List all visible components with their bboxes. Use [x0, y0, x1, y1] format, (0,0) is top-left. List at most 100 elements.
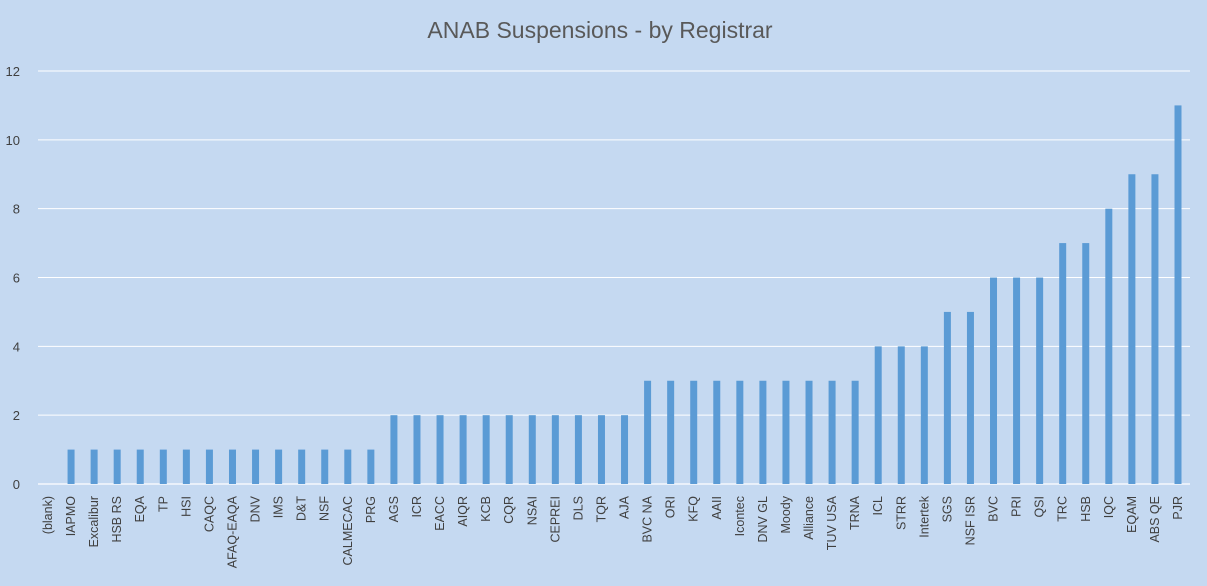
x-tick-label: BVC [987, 496, 1001, 522]
x-tick-label: HSI [179, 496, 193, 517]
bar [943, 311, 951, 484]
grid-lines [38, 70, 1190, 485]
x-tick-label: Intertek [917, 495, 931, 537]
bar [67, 449, 75, 484]
y-tick-label: 0 [13, 477, 20, 492]
x-tick-label: KFQ [687, 496, 701, 522]
x-tick-label: Icontec [733, 496, 747, 536]
bar [182, 449, 190, 484]
x-tick-label: ICL [871, 496, 885, 516]
bar [920, 346, 928, 484]
x-tick-label: TRC [1056, 496, 1070, 522]
x-tick-label: Alliance [802, 496, 816, 540]
bar [782, 380, 790, 484]
bar [874, 346, 882, 484]
bar [897, 346, 905, 484]
bar [275, 449, 283, 484]
bar [459, 415, 467, 484]
bar [644, 380, 652, 484]
bar [1082, 243, 1090, 484]
bar [1013, 277, 1021, 484]
x-tick-label: CAQC [202, 496, 216, 532]
x-tick-label: KCB [479, 496, 493, 522]
bar [667, 380, 675, 484]
bar [597, 415, 605, 484]
bar [805, 380, 813, 484]
y-tick-label: 12 [6, 64, 20, 79]
bar [1174, 105, 1182, 485]
y-tick-label: 4 [13, 339, 20, 354]
y-tick-label: 2 [13, 408, 20, 423]
x-tick-label: IAPMO [64, 496, 78, 537]
bar [690, 380, 698, 484]
x-tick-label: HSB [1079, 496, 1093, 522]
x-tick-label: IMS [272, 496, 286, 518]
x-tick-label: Moody [779, 495, 793, 533]
x-tick-label: EQAM [1125, 496, 1139, 533]
bar [228, 449, 236, 484]
x-tick-label: CQR [502, 496, 516, 524]
bars [67, 105, 1182, 485]
bar [505, 415, 513, 484]
x-tick-label: EQA [133, 495, 147, 522]
bar [828, 380, 836, 484]
x-tick-label: TP [156, 496, 170, 512]
x-tick-label: NSF [318, 496, 332, 521]
x-tick-label: Excalibur [87, 496, 101, 547]
x-tick-label: STRR [894, 496, 908, 530]
x-tick-label: CALMECAC [341, 496, 355, 565]
bar [551, 415, 559, 484]
x-tick-label: PRI [1010, 496, 1024, 517]
bar [966, 311, 974, 484]
bar [736, 380, 744, 484]
x-tick-label: AAII [710, 496, 724, 520]
bar [1128, 174, 1136, 484]
x-tick-label: (blank) [41, 496, 55, 534]
x-tick-label: EACC [433, 496, 447, 531]
bar [574, 415, 582, 484]
x-tick-label: AGS [387, 496, 401, 522]
bar [1036, 277, 1044, 484]
x-tick-label: PJR [1171, 496, 1185, 520]
bar [1105, 208, 1113, 484]
bar [990, 277, 998, 484]
bar [528, 415, 536, 484]
bar [851, 380, 859, 484]
bar [436, 415, 444, 484]
bar [482, 415, 490, 484]
bar [390, 415, 398, 484]
x-tick-label: ABS QE [1148, 496, 1162, 543]
x-tick-label: QSI [1033, 496, 1047, 518]
bar [205, 449, 213, 484]
x-tick-label: AJA [618, 495, 632, 519]
bar [1151, 174, 1159, 484]
bar [713, 380, 721, 484]
bar [367, 449, 375, 484]
x-tick-label: NSF ISR [963, 496, 977, 545]
x-tick-label: AIQR [456, 496, 470, 527]
x-tick-label: ORI [664, 496, 678, 518]
bar [298, 449, 306, 484]
x-tick-label: TQR [594, 496, 608, 522]
x-tick-label: TUV USA [825, 495, 839, 550]
x-tick-label: SGS [940, 496, 954, 522]
y-axis: 0 2 4 6 8 10 12 [6, 64, 20, 492]
x-tick-label: D&T [295, 496, 309, 521]
y-tick-label: 6 [13, 271, 20, 286]
bar [1059, 243, 1067, 484]
bar [136, 449, 144, 484]
x-tick-label: HSB RS [110, 496, 124, 543]
x-tick-label: AFAQ-EAQA [225, 495, 239, 568]
bar [413, 415, 421, 484]
x-tick-label: BVC NA [641, 495, 655, 542]
x-axis: (blank) IAPMO Excalibur HSB RS EQA TP HSI CAQC A… [41, 495, 1185, 568]
x-tick-label: TRNA [848, 495, 862, 530]
bar [252, 449, 260, 484]
x-tick-label: ICR [410, 496, 424, 518]
x-tick-label: DLS [571, 496, 585, 520]
x-tick-label: PRG [364, 496, 378, 523]
bar [321, 449, 329, 484]
x-tick-label: NSAI [525, 496, 539, 525]
